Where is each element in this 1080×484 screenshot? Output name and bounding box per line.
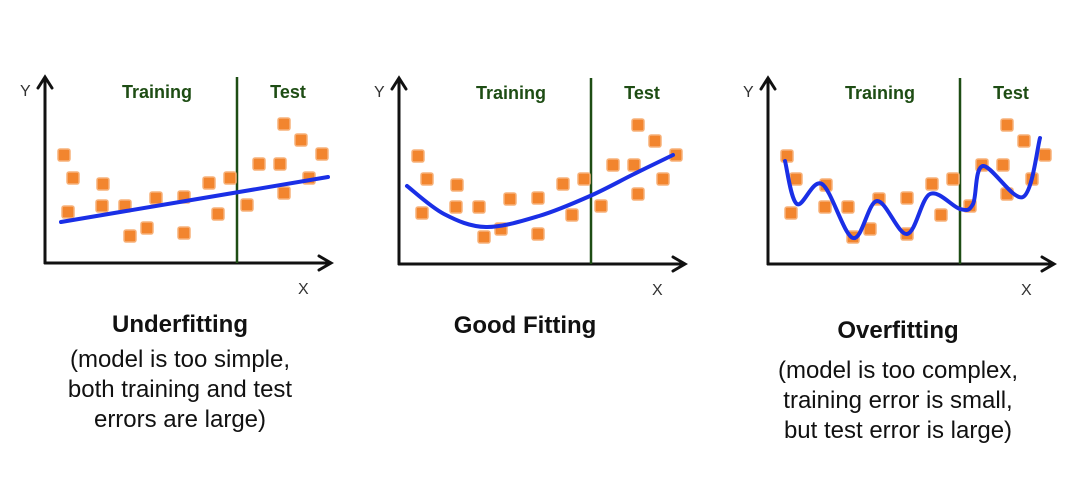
data-point	[66, 171, 80, 185]
data-point	[477, 230, 491, 244]
data-point	[96, 177, 110, 191]
data-point	[315, 147, 329, 161]
x-axis-label: X	[1021, 282, 1032, 299]
subtitle-line: both training and test	[67, 376, 293, 403]
data-point	[631, 187, 645, 201]
data-point	[472, 200, 486, 214]
data-point	[627, 158, 641, 172]
data-point	[123, 229, 137, 243]
data-point	[900, 191, 914, 205]
y-axis-label: Y	[743, 84, 754, 101]
overfitting-subtitle: (model is too complex, training error is…	[748, 356, 1048, 446]
data-point	[780, 149, 794, 163]
data-point	[450, 178, 464, 192]
good-fitting-chart: Y X Training Test	[374, 75, 688, 299]
x-axis	[766, 255, 1057, 273]
data-point	[531, 227, 545, 241]
subtitle-line: training error is small,	[783, 387, 1013, 414]
data-point	[556, 177, 570, 191]
data-point	[1038, 148, 1052, 162]
data-point	[996, 158, 1010, 172]
data-point	[294, 133, 308, 147]
good-fitting-title: Good Fitting	[453, 312, 597, 339]
y-axis-label: Y	[374, 84, 385, 101]
data-point	[449, 200, 463, 214]
y-axis	[759, 75, 777, 266]
data-point	[934, 208, 948, 222]
data-point	[863, 222, 877, 236]
data-point	[57, 148, 71, 162]
y-axis	[36, 74, 54, 265]
data-point	[656, 172, 670, 186]
data-point	[818, 200, 832, 214]
fit-curve	[59, 175, 330, 224]
data-point	[789, 172, 803, 186]
data-point	[1000, 118, 1014, 132]
subtitle-line: (model is too complex,	[777, 357, 1019, 384]
training-label: Training	[476, 83, 546, 103]
data-point	[149, 191, 163, 205]
data-point	[273, 157, 287, 171]
data-point	[606, 158, 620, 172]
x-axis-label: X	[298, 281, 309, 298]
data-point	[211, 207, 225, 221]
data-point	[594, 199, 608, 213]
x-axis	[397, 255, 688, 273]
data-point	[631, 118, 645, 132]
data-point	[177, 226, 191, 240]
subtitle-line: but test error is large)	[783, 417, 1013, 444]
data-point	[577, 172, 591, 186]
overfitting-chart: Y X Training Test	[743, 75, 1057, 299]
test-label: Test	[993, 83, 1029, 103]
data-point	[565, 208, 579, 222]
fit-curve	[405, 153, 675, 230]
y-axis	[390, 75, 408, 266]
underfitting-subtitle: (model is too simple, both training and …	[30, 345, 330, 435]
subtitle-line: errors are large)	[93, 406, 267, 433]
underfitting-chart: Y X Training Test	[20, 74, 334, 298]
data-point	[415, 206, 429, 220]
data-point	[61, 205, 75, 219]
data-point	[531, 191, 545, 205]
underfitting-title: Underfitting	[112, 311, 248, 338]
data-point	[95, 199, 109, 213]
data-point	[946, 172, 960, 186]
data-point	[648, 134, 662, 148]
data-point	[841, 200, 855, 214]
data-point	[503, 192, 517, 206]
overfitting-title: Overfitting	[837, 317, 959, 344]
test-label: Test	[270, 82, 306, 102]
data-point	[240, 198, 254, 212]
data-point	[925, 177, 939, 191]
training-label: Training	[122, 82, 192, 102]
x-axis	[43, 254, 334, 272]
test-label: Test	[624, 83, 660, 103]
data-point	[277, 117, 291, 131]
subtitle-line: (model is too simple,	[69, 346, 291, 373]
data-point	[202, 176, 216, 190]
data-point	[252, 157, 266, 171]
y-axis-label: Y	[20, 83, 31, 100]
data-point	[784, 206, 798, 220]
training-label: Training	[845, 83, 915, 103]
fit-curve	[783, 136, 1042, 240]
x-axis-label: X	[652, 282, 663, 299]
data-point	[411, 149, 425, 163]
data-point	[140, 221, 154, 235]
data-point	[223, 171, 237, 185]
data-point	[420, 172, 434, 186]
data-point	[277, 186, 291, 200]
data-point	[1017, 134, 1031, 148]
